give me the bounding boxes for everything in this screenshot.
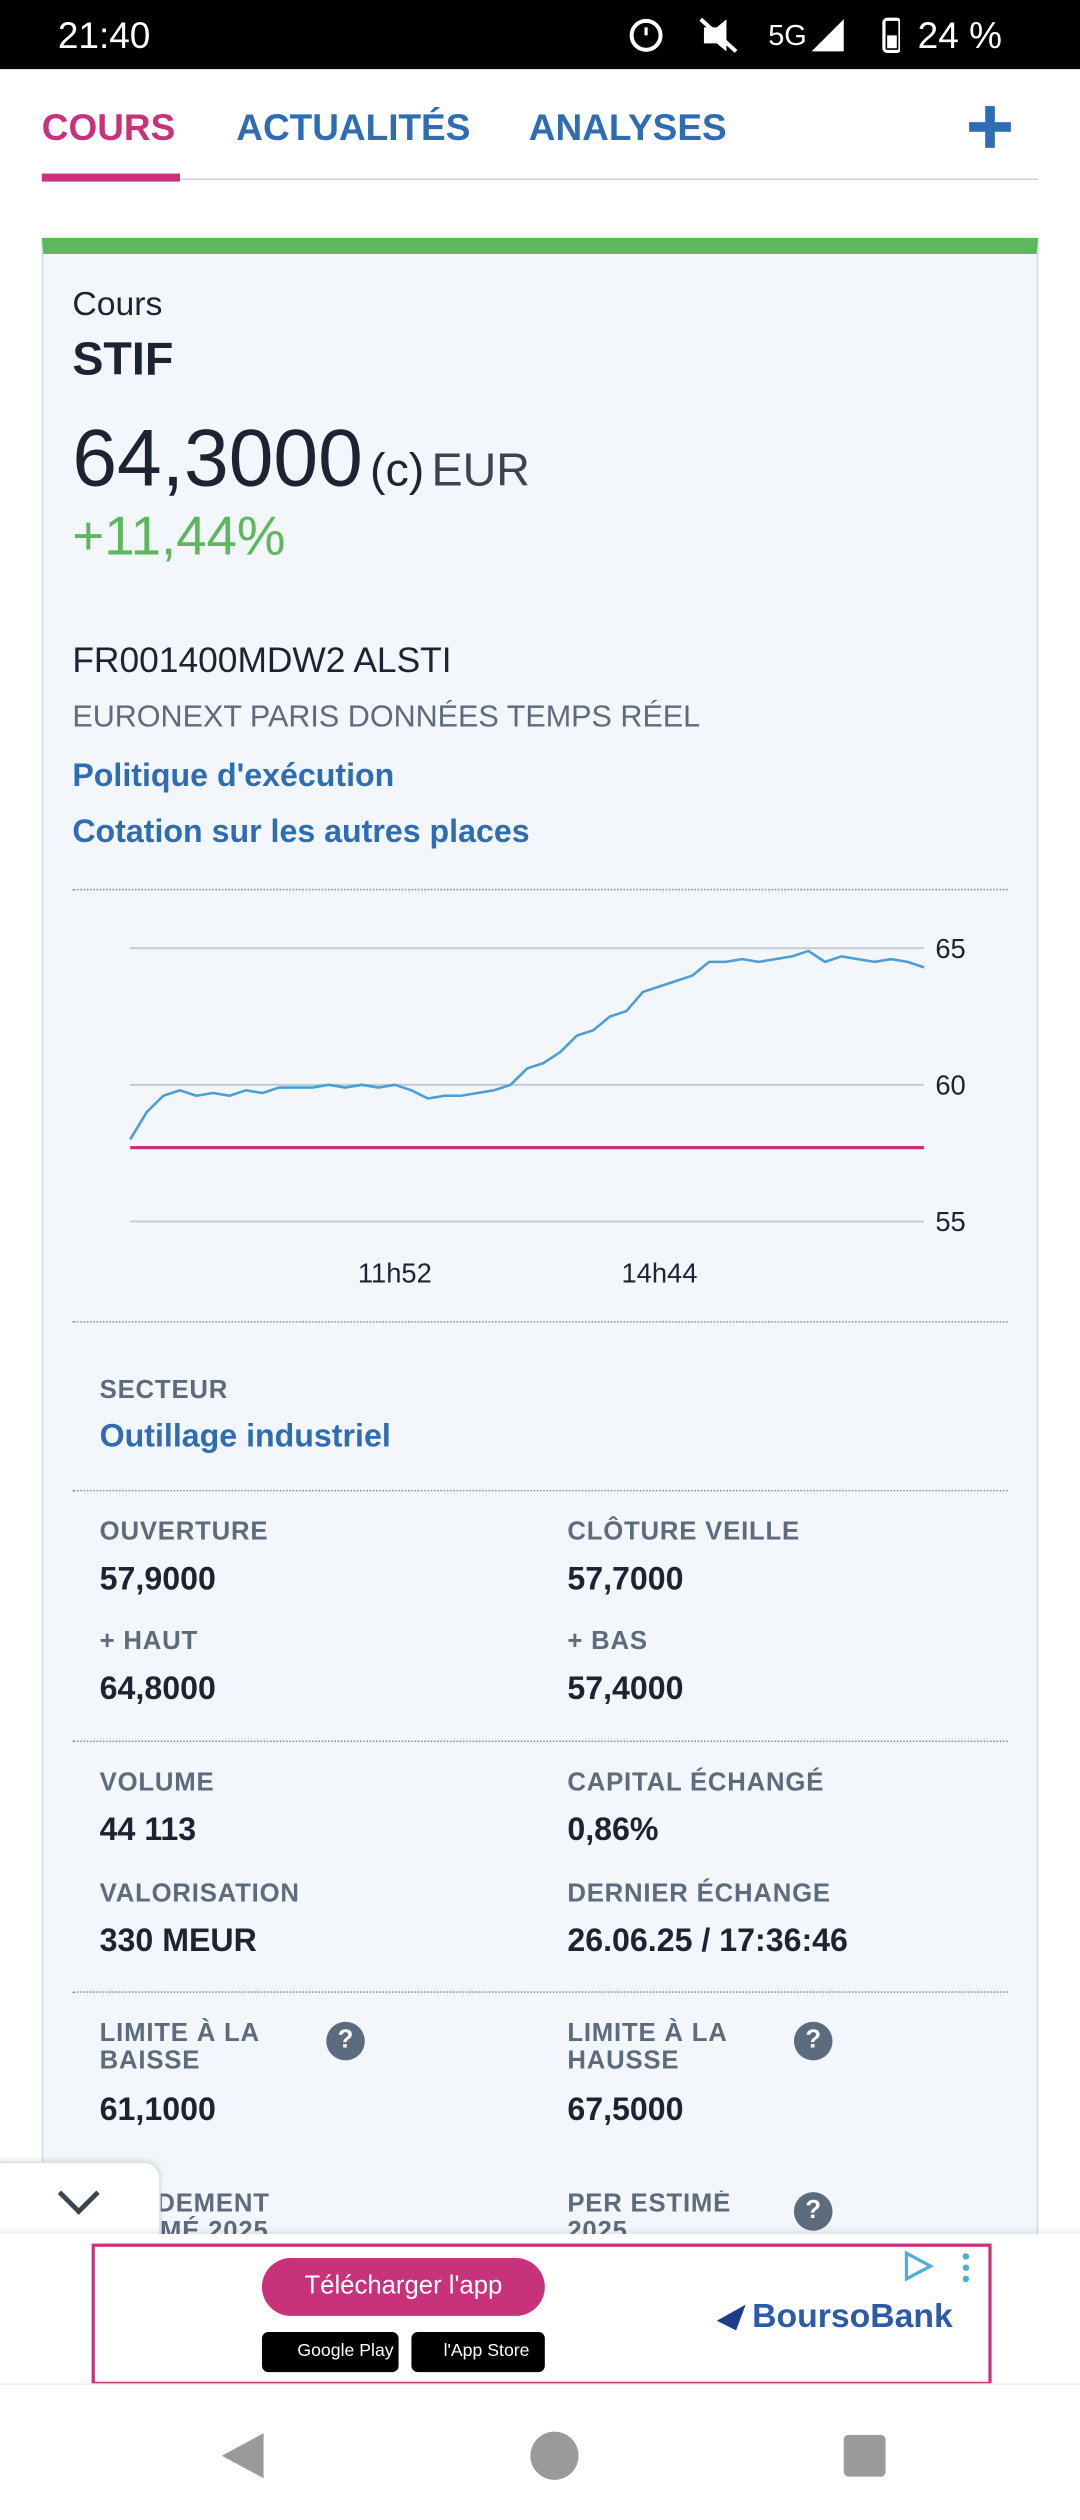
stat-label: CLÔTURE VEILLE — [567, 1518, 801, 1547]
quote-card — [41, 237, 1039, 2345]
currency: EUR — [431, 445, 530, 497]
stat-label: + BAS — [567, 1628, 648, 1656]
stat-value: 44 113 — [99, 1812, 197, 1849]
link[interactable]: Politique d'exécution — [72, 758, 395, 794]
ad-button[interactable]: Télécharger l'app — [261, 2258, 545, 2316]
tab[interactable]: ANALYSES — [528, 106, 727, 148]
stat-value: 61,1000 — [99, 2092, 216, 2128]
separator — [72, 1740, 1008, 1743]
market: EURONEXT PARIS DONNÉES TEMPS RÉEL — [72, 700, 701, 735]
tab-active[interactable]: COURS — [41, 106, 176, 148]
separator — [72, 1489, 1008, 1492]
sector-label: SECTEUR — [99, 1377, 229, 1405]
ad-brand[interactable]: BoursoBank — [752, 2298, 953, 2336]
price-line — [129, 949, 925, 1141]
stat-label: LIMITE À LA HAUSSE — [567, 2020, 727, 2075]
stat-label: + HAUT — [99, 1628, 199, 1656]
store-badge[interactable]: Google Play — [261, 2331, 399, 2373]
y-tick-label: 60 — [935, 1069, 965, 1100]
separator — [72, 1991, 1008, 1993]
nav-back[interactable] — [221, 2433, 264, 2479]
tabs-divider — [180, 178, 1039, 181]
stat-label: VALORISATION — [99, 1880, 300, 1908]
status-network: 5G — [768, 19, 807, 52]
quote-label: Cours — [72, 286, 163, 324]
y-tick-label: 55 — [935, 1206, 965, 1237]
stat-value: 57,7000 — [567, 1562, 684, 1598]
y-tick-label: 65 — [935, 933, 965, 964]
quote-name: STIF — [72, 334, 174, 386]
stat-value: 64,8000 — [99, 1671, 216, 1707]
stat-value: 57,9000 — [99, 1562, 216, 1598]
x-tick-label: 14h44 — [621, 1258, 697, 1289]
isin: FR001400MDW2 ALSTI — [72, 639, 452, 680]
help-icon[interactable]: ? — [326, 2021, 365, 2061]
help-icon[interactable]: ? — [793, 2192, 833, 2231]
stat-value: 330 MEUR — [99, 1923, 257, 1960]
status-time: 21:40 — [57, 14, 151, 57]
stat-value: 57,4000 — [567, 1671, 684, 1707]
nav-recent[interactable] — [843, 2434, 886, 2477]
store-badge[interactable]: l'App Store — [411, 2331, 545, 2373]
sector-value[interactable]: Outillage industriel — [99, 1419, 391, 1455]
tab[interactable]: ACTUALITÉS — [236, 106, 471, 148]
chevron — [57, 2190, 100, 2215]
ad-icons — [716, 2250, 970, 2331]
link[interactable]: Cotation sur les autres places — [72, 814, 530, 851]
quote-change: +11,44% — [72, 506, 286, 568]
stat-label: VOLUME — [99, 1769, 215, 1797]
stat-value: 0,86% — [567, 1812, 659, 1849]
tab-underline — [41, 173, 181, 182]
stat-value: 26.06.25 / 17:36:46 — [567, 1923, 848, 1960]
x-tick-label: 11h52 — [358, 1258, 432, 1289]
stat-value: 67,5000 — [567, 2092, 684, 2128]
stat-label: CAPITAL ÉCHANGÉ — [567, 1769, 825, 1797]
separator — [72, 1321, 1008, 1323]
status-icons — [629, 17, 901, 54]
stat-label: DERNIER ÉCHANGE — [567, 1880, 831, 1908]
quote-price-line: 64,3000 (c) EUR — [72, 411, 530, 504]
quote-price: 64,3000 — [72, 413, 363, 504]
stat-label: PER ESTIMÉ 2025 — [567, 2190, 732, 2234]
status-battery: 24 % — [917, 14, 1002, 57]
nav-buttons — [221, 2431, 886, 2480]
price-suffix: (c) — [369, 445, 425, 497]
nav-home[interactable] — [530, 2431, 579, 2480]
stat-label: LIMITE À LA BAISSE — [99, 2020, 259, 2075]
plus-button[interactable] — [968, 104, 1013, 149]
separator — [72, 888, 1008, 891]
chart: 55 60 65 11h52 14h44 — [129, 933, 966, 1289]
stat-label: OUVERTURE — [99, 1518, 269, 1547]
help-icon[interactable]: ? — [793, 2021, 833, 2061]
